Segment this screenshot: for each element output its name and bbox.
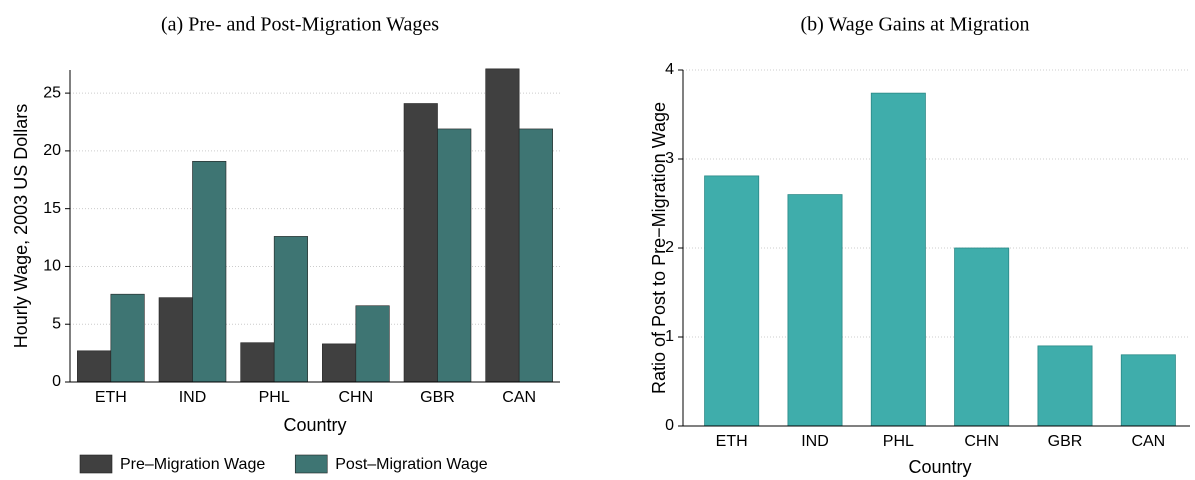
x-tick-label: CAN bbox=[1131, 433, 1165, 450]
bar bbox=[192, 160, 227, 383]
bar bbox=[954, 247, 1010, 427]
x-tick-label: PHL bbox=[883, 433, 914, 450]
x-axis-label: Country bbox=[283, 415, 346, 435]
chart-title: (a) Pre- and Post-Migration Wages bbox=[161, 14, 439, 36]
x-tick-label: IND bbox=[179, 389, 207, 406]
legend-label: Post–Migration Wage bbox=[335, 456, 487, 473]
y-tick-label: 1 bbox=[665, 328, 674, 345]
y-tick-label: 20 bbox=[43, 142, 61, 159]
bar bbox=[518, 128, 553, 383]
bar bbox=[403, 103, 438, 383]
y-tick-label: 3 bbox=[665, 150, 674, 167]
x-tick-label: ETH bbox=[716, 433, 748, 450]
bar bbox=[322, 343, 357, 383]
x-tick-label: GBR bbox=[1048, 433, 1083, 450]
x-tick-label: CAN bbox=[502, 389, 536, 406]
bar bbox=[77, 350, 112, 383]
bar bbox=[240, 342, 275, 383]
legend-swatch bbox=[294, 454, 328, 474]
x-tick-label: IND bbox=[801, 433, 829, 450]
bar bbox=[273, 236, 308, 383]
x-tick-label: GBR bbox=[420, 389, 455, 406]
y-tick-label: 0 bbox=[665, 417, 674, 434]
x-axis-label: Country bbox=[908, 457, 971, 477]
legend-swatch bbox=[79, 454, 113, 474]
bar bbox=[704, 175, 760, 427]
bar bbox=[1120, 354, 1176, 427]
bar bbox=[485, 68, 520, 383]
y-tick-label: 25 bbox=[43, 84, 61, 101]
legend-label: Pre–Migration Wage bbox=[120, 456, 265, 473]
chart-title: (b) Wage Gains at Migration bbox=[800, 14, 1029, 36]
y-tick-label: 10 bbox=[43, 258, 61, 275]
y-tick-label: 5 bbox=[52, 315, 61, 332]
y-tick-label: 4 bbox=[665, 61, 674, 78]
y-tick-label: 0 bbox=[52, 373, 61, 390]
bar bbox=[110, 293, 145, 383]
bar bbox=[787, 194, 843, 427]
x-tick-label: CHN bbox=[338, 389, 373, 406]
bar bbox=[1037, 345, 1093, 427]
x-tick-label: ETH bbox=[95, 389, 127, 406]
x-tick-label: PHL bbox=[259, 389, 290, 406]
y-tick-label: 15 bbox=[43, 200, 61, 217]
bar bbox=[158, 297, 193, 383]
x-tick-label: CHN bbox=[964, 433, 999, 450]
bar bbox=[437, 128, 472, 383]
bar bbox=[355, 305, 390, 383]
y-axis-label: Hourly Wage, 2003 US Dollars bbox=[11, 104, 31, 348]
y-tick-label: 2 bbox=[665, 239, 674, 256]
bar bbox=[870, 92, 926, 427]
y-axis-label: Ratio of Post to Pre−Migration Wage bbox=[649, 102, 669, 394]
